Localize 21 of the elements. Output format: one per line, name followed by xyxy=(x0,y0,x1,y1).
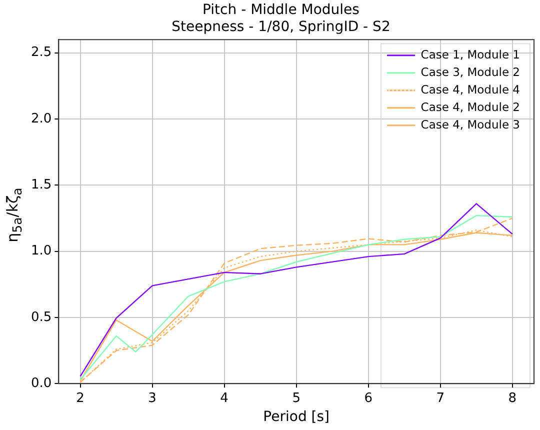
y-tick-label: 2.0 xyxy=(30,111,52,126)
legend-label: Case 3, Module 2 xyxy=(420,64,520,79)
y-tick-label: 2.5 xyxy=(30,45,52,60)
legend-label: Case 1, Module 1 xyxy=(420,47,520,62)
chart-title: Pitch - Middle Modules xyxy=(202,2,360,18)
y-tick-label: 0.5 xyxy=(30,310,52,325)
x-tick-label: 4 xyxy=(220,390,228,406)
y-tick-label: 1.5 xyxy=(30,178,52,193)
legend-label: Case 4, Module 4 xyxy=(420,82,520,96)
x-tick-label: 5 xyxy=(292,390,300,406)
x-tick-label: 6 xyxy=(364,390,372,406)
legend-label: Case 4, Module 3 xyxy=(420,117,520,132)
y-tick-label: 0.0 xyxy=(30,376,52,391)
x-axis-title: Period [s] xyxy=(263,409,330,426)
y-tick-label: 1.0 xyxy=(30,244,52,259)
x-tick-label: 3 xyxy=(148,390,156,406)
x-tick-label: 2 xyxy=(76,390,84,406)
x-tick-label: 8 xyxy=(508,390,517,406)
x-tick-label: 7 xyxy=(436,390,445,406)
chart-subtitle: Steepness - 1/80, SpringID - S2 xyxy=(172,18,390,35)
legend-label: Case 4, Module 2 xyxy=(420,100,520,114)
